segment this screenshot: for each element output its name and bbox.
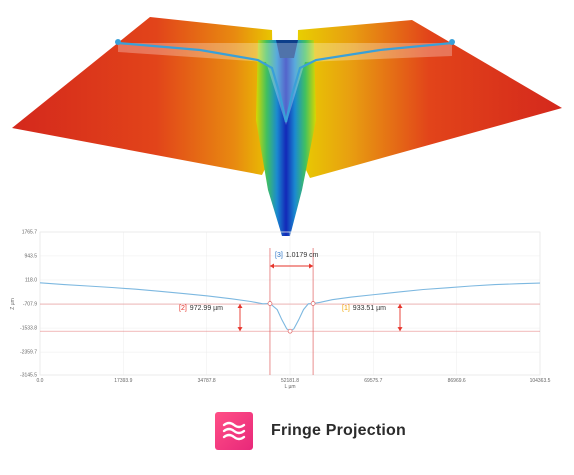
profile-plane xyxy=(118,43,452,125)
measure-1-tag: [1] xyxy=(342,305,350,312)
y-tick-label: -1533.8 xyxy=(20,326,37,332)
x-tick-label: 52181.8 xyxy=(281,378,299,384)
profile-start-handle[interactable] xyxy=(115,39,121,45)
measure-point xyxy=(287,328,293,334)
measure-points xyxy=(267,301,316,334)
brand-lockup: Fringe Projection xyxy=(215,412,406,450)
measure-point xyxy=(310,301,316,306)
y-tick-label: 1765.7 xyxy=(22,230,38,236)
arrow-measure-3-head-right xyxy=(309,263,314,269)
x-tick-label: 104363.5 xyxy=(530,378,551,384)
arrow-measure-2-head-bottom xyxy=(237,327,243,332)
arrow-measure-3-head-left xyxy=(269,263,274,269)
profile-end-handle[interactable] xyxy=(449,39,455,45)
y-tick-label: 118.0 xyxy=(25,277,37,283)
y-tick-label: 943.5 xyxy=(24,253,37,259)
measurement-3: [3] 1.0179 cm xyxy=(275,252,319,259)
arrow-measure-1-head-bottom xyxy=(397,327,403,332)
measurement-arrows xyxy=(237,263,403,332)
x-tick-label: 69575.7 xyxy=(364,378,382,384)
measure-3-value: 1.0179 cm xyxy=(286,252,319,259)
measure-1-value: 933.51 µm xyxy=(353,305,386,312)
x-tick-label: 34787.8 xyxy=(198,378,216,384)
y-tick-label: -3145.5 xyxy=(20,373,37,379)
svg-text:[3]1.0179 cm: [3] 1.0179 cm xyxy=(275,252,319,259)
x-tick-label: 86969.6 xyxy=(448,378,466,384)
surface-valley xyxy=(256,40,316,236)
measure-2-tag: [2] xyxy=(179,305,187,312)
brand-name: Fringe Projection xyxy=(271,422,406,439)
x-tick-labels: 0.0 17393.9 34787.8 52181.8 69575.7 86969.6 10… xyxy=(37,378,551,384)
arrow-measure-2-head-top xyxy=(237,304,243,309)
y-tick-label: -707.9 xyxy=(23,302,37,308)
x-tick-label: 0.0 xyxy=(37,378,44,384)
measure-2-value: 972.99 µm xyxy=(190,305,223,312)
surface-left-wing xyxy=(12,17,274,175)
x-axis-label: L µm xyxy=(284,384,295,390)
arrow-measure-1-head-top xyxy=(397,304,403,309)
y-tick-label: -2359.7 xyxy=(20,350,37,356)
measure-point xyxy=(267,301,273,306)
measure-3-tag: [3] xyxy=(275,252,283,259)
measurement-1: [1] 933.51 µm xyxy=(342,305,386,312)
surface-valley-top xyxy=(276,40,298,58)
x-tick-label: 17393.9 xyxy=(114,378,132,384)
profile-chart: 1765.7 943.5 118.0 -707.9 -1533.8 -2359.7 -314… xyxy=(10,230,551,391)
svg-text:[1]933.51 µm: [1] 933.51 µm xyxy=(342,305,386,312)
measurement-2: [2] 972.99 µm xyxy=(179,305,223,312)
fringe-logo-icon xyxy=(215,412,253,450)
svg-text:[2]972.99 µm: [2] 972.99 µm xyxy=(179,305,223,312)
3d-surface-render xyxy=(12,17,562,236)
surface-profile-line xyxy=(117,41,453,123)
y-axis-label: Z µm xyxy=(10,298,16,310)
surface-right-wing xyxy=(296,20,562,178)
y-tick-labels: 1765.7 943.5 118.0 -707.9 -1533.8 -2359.7 -314… xyxy=(20,230,37,379)
